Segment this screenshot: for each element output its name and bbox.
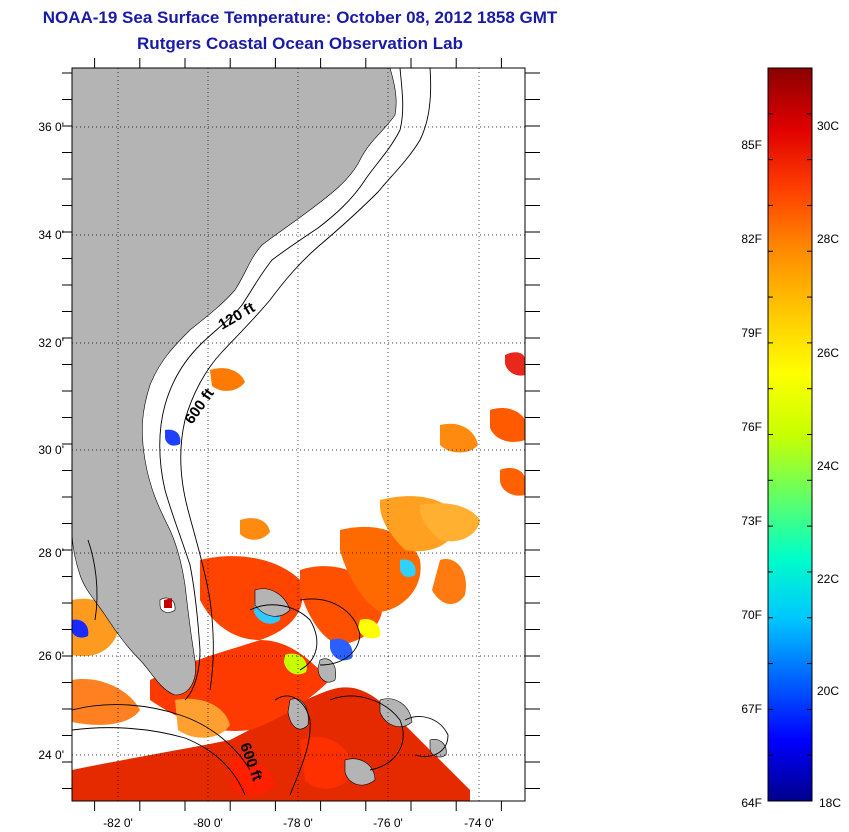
lon-tick: -74 0' — [464, 816, 494, 830]
colorbar-scale — [767, 67, 813, 802]
cb-label-c: 20C — [817, 684, 839, 698]
sst-patches — [72, 352, 525, 801]
cb-label-f: 85F — [741, 138, 762, 152]
sst-map: 120 ft 600 ft 600 ft -82 0' -80 0' -78 0… — [38, 58, 540, 830]
lon-tick: -80 0' — [193, 816, 223, 830]
latitude-tick-labels: 36 0' 34 0' 32 0' 30 0' 28 0' 26 0' 24 0… — [38, 120, 64, 762]
cb-label-c: 22C — [817, 572, 839, 586]
cb-label-f: 70F — [741, 608, 762, 622]
longitude-tick-labels: -82 0' -80 0' -78 0' -76 0' -74 0' — [103, 816, 494, 830]
cb-label-c: 24C — [817, 459, 839, 473]
cb-label-f: 73F — [741, 514, 762, 528]
lat-tick: 24 0' — [38, 748, 64, 762]
lon-tick: -76 0' — [373, 816, 403, 830]
cb-label-f: 79F — [741, 326, 762, 340]
cb-label-f: 67F — [741, 702, 762, 716]
bathymetry-contours — [72, 68, 449, 796]
lat-tick: 28 0' — [38, 546, 64, 560]
lat-tick: 26 0' — [38, 649, 64, 663]
lon-tick: -82 0' — [103, 816, 133, 830]
colorbar-celsius-labels: 30C 28C 26C 24C 22C 20C 18C — [817, 119, 841, 810]
map-border — [71, 67, 526, 802]
cb-label-f: 82F — [741, 232, 762, 246]
colorbar: 85F 82F 79F 76F 73F 70F 67F 64F 30C 28C … — [741, 67, 841, 810]
colorbar-fahrenheit-labels: 85F 82F 79F 76F 73F 70F 67F 64F — [741, 138, 762, 810]
lat-tick: 30 0' — [38, 443, 64, 457]
lat-tick: 36 0' — [38, 120, 64, 134]
lat-tick: 34 0' — [38, 228, 64, 242]
cb-label-f: 64F — [741, 796, 762, 810]
cb-label-c: 28C — [817, 232, 839, 246]
cb-label-f: 76F — [741, 420, 762, 434]
cb-label-c: 30C — [817, 119, 839, 133]
lon-tick: -78 0' — [283, 816, 313, 830]
lat-tick: 32 0' — [38, 336, 64, 350]
cb-label-c: 26C — [817, 346, 839, 360]
map-subtitle: Rutgers Coastal Ocean Observation Lab — [137, 34, 463, 53]
map-title: NOAA-19 Sea Surface Temperature: October… — [42, 8, 558, 27]
cb-label-c: 18C — [819, 796, 841, 810]
frame-ticks — [62, 58, 540, 811]
colorbar-ticks — [768, 67, 812, 802]
